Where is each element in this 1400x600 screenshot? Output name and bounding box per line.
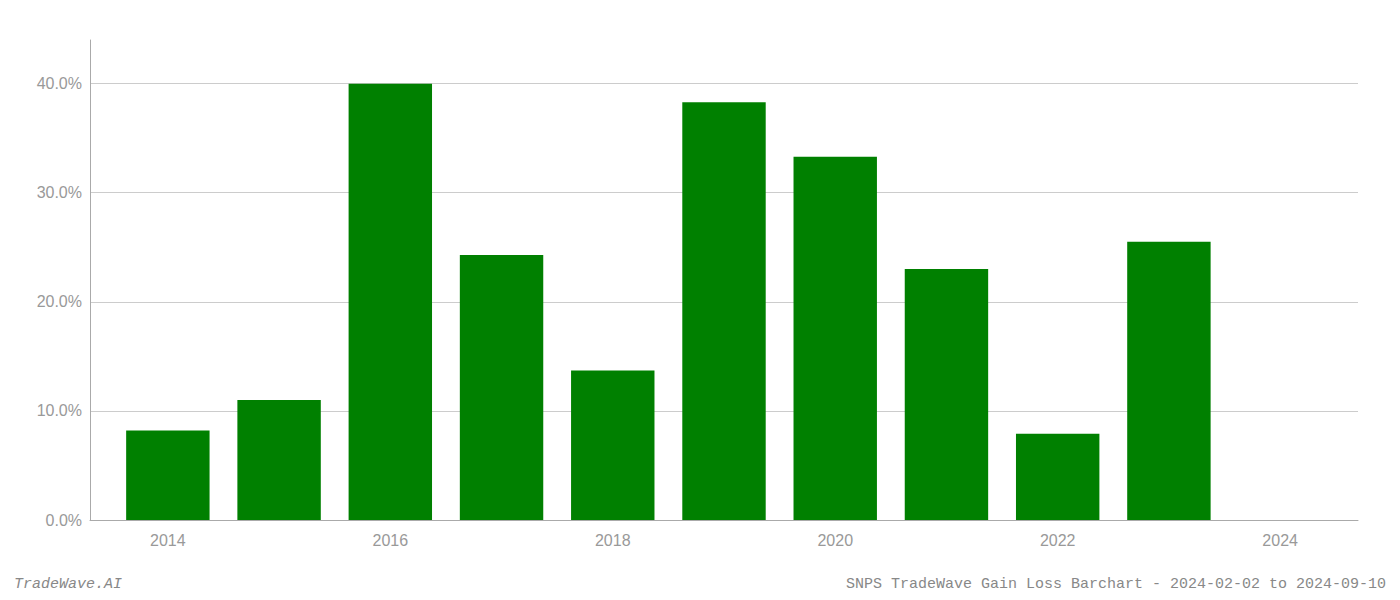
svg-text:2022: 2022 — [1040, 532, 1076, 549]
svg-text:20.0%: 20.0% — [37, 293, 82, 310]
svg-text:40.0%: 40.0% — [37, 75, 82, 92]
svg-text:SNPS TradeWave Gain Loss Barch: SNPS TradeWave Gain Loss Barchart - 2024… — [846, 576, 1386, 593]
svg-text:30.0%: 30.0% — [37, 184, 82, 201]
svg-text:2018: 2018 — [595, 532, 631, 549]
svg-text:2024: 2024 — [1262, 532, 1298, 549]
svg-text:2020: 2020 — [817, 532, 853, 549]
svg-text:2014: 2014 — [150, 532, 186, 549]
svg-text:0.0%: 0.0% — [46, 512, 82, 529]
svg-text:2016: 2016 — [373, 532, 409, 549]
svg-text:10.0%: 10.0% — [37, 402, 82, 419]
svg-text:TradeWave.AI: TradeWave.AI — [14, 576, 122, 593]
